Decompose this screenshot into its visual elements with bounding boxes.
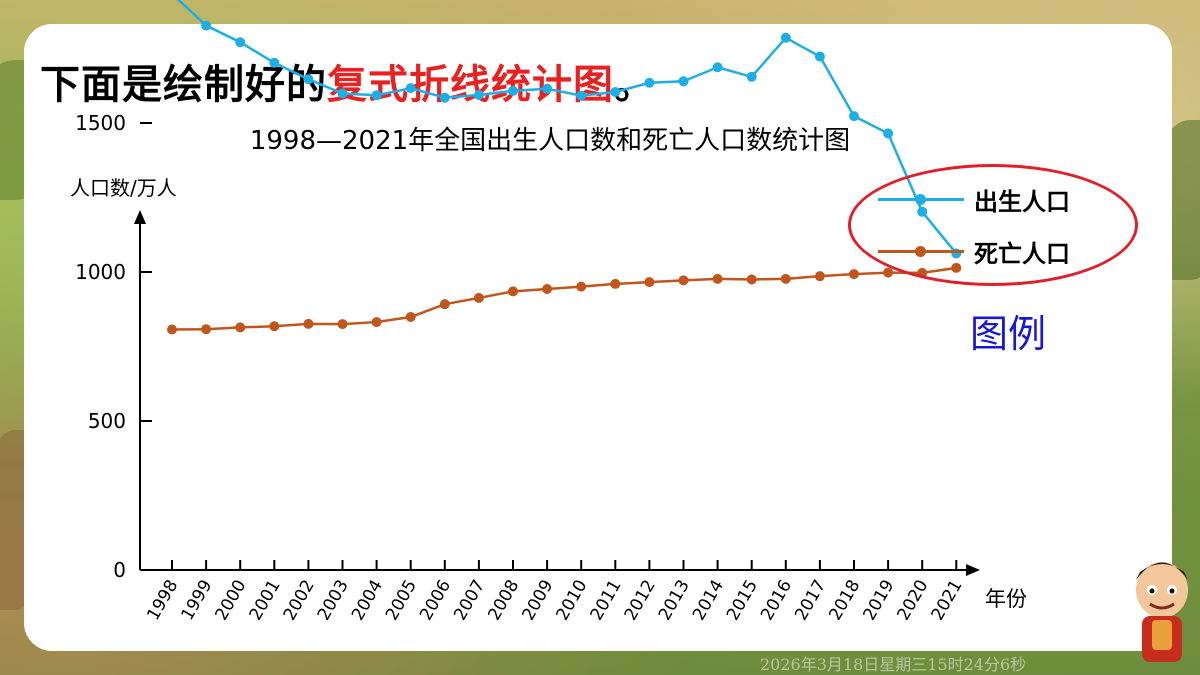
series-line-1 (171, 266, 957, 331)
data-point-0 (439, 92, 450, 103)
x-tick-label: 2013 (655, 577, 694, 624)
legend-line-birth (878, 193, 964, 205)
legend-label-birth: 出生人口 (974, 187, 1070, 216)
chart-series (167, 0, 962, 335)
chart-title: 1998—2021年全国出生人口数和死亡人口数统计图 (249, 126, 851, 156)
x-tick-label: 2018 (825, 577, 864, 624)
data-point-0 (746, 71, 757, 82)
data-point-0 (542, 83, 553, 94)
x-tick-label: 2000 (212, 577, 251, 624)
legend-highlight-circle (848, 164, 1138, 286)
data-point-1 (303, 318, 314, 329)
heading-highlight: 复式折线统计图 (327, 62, 614, 108)
data-point-1 (167, 324, 177, 335)
x-tick-label: 2012 (621, 577, 660, 624)
y-tick-label: 500 (88, 409, 126, 433)
data-point-1 (849, 269, 859, 280)
data-point-1 (644, 277, 655, 288)
data-point-1 (508, 286, 518, 297)
data-point-0 (508, 85, 518, 96)
x-tick-label: 2017 (791, 577, 830, 624)
x-tick-label: 1999 (177, 577, 216, 624)
data-point-1 (473, 292, 484, 303)
data-point-0 (610, 87, 621, 98)
y-axis-arrow-icon (134, 210, 146, 224)
x-axis-label: 年份 (985, 587, 1027, 611)
data-point-1 (712, 273, 723, 284)
data-point-0 (814, 51, 825, 62)
data-point-0 (201, 20, 212, 31)
data-point-1 (883, 267, 894, 278)
data-point-1 (201, 324, 212, 335)
x-tick-label: 2005 (382, 577, 421, 624)
mascot-character-icon (1136, 562, 1188, 662)
x-tick-label: 2016 (757, 577, 796, 624)
data-point-0 (849, 111, 859, 122)
x-tick-label: 2003 (314, 577, 353, 624)
y-tick-label: 1000 (75, 260, 126, 284)
data-point-1 (814, 271, 825, 282)
x-tick-label: 2010 (553, 577, 592, 624)
y-tick-label: 1500 (75, 111, 126, 135)
x-tick-label: 2009 (518, 577, 557, 624)
x-tick-label: 2015 (723, 577, 762, 624)
data-point-0 (269, 57, 280, 68)
y-axis-label: 人口数/万人 (70, 176, 177, 200)
x-tick-label: 2001 (246, 577, 285, 624)
data-point-0 (473, 89, 484, 100)
x-tick-label: 2014 (689, 577, 728, 624)
data-point-0 (576, 90, 587, 101)
x-tick-label: 2004 (348, 577, 387, 624)
legend-marker-death (915, 245, 926, 257)
data-point-1 (610, 278, 621, 289)
x-tick-label: 2002 (280, 577, 319, 624)
x-tick-label: 2020 (894, 577, 933, 624)
data-point-0 (337, 88, 348, 99)
data-point-1 (269, 321, 280, 332)
timestamp: 2026年3月18日星期三15时24分6秒 (760, 655, 1027, 674)
data-point-1 (371, 317, 382, 328)
x-tick-label: 2021 (928, 577, 967, 624)
data-point-0 (780, 32, 791, 43)
x-tick-label: 2006 (416, 577, 455, 624)
data-point-1 (576, 281, 587, 292)
data-point-1 (542, 283, 553, 294)
legend-caption: 图例 (970, 312, 1047, 356)
x-tick-label: 2019 (859, 577, 898, 624)
legend-label-death: 死亡人口 (974, 239, 1070, 268)
series-line-0 (176, 0, 958, 255)
data-point-0 (371, 90, 382, 101)
x-tick-label: 1998 (143, 577, 182, 624)
data-point-1 (780, 273, 791, 284)
data-point-0 (303, 74, 314, 85)
legend-line-death (878, 245, 964, 257)
data-point-0 (644, 77, 655, 88)
data-point-0 (235, 37, 246, 48)
x-tick-label: 2011 (587, 577, 626, 624)
data-point-0 (405, 83, 416, 94)
x-tick-label: 2007 (450, 577, 489, 624)
content-card (24, 24, 1172, 651)
data-point-1 (405, 311, 416, 322)
data-point-1 (235, 322, 246, 333)
legend-marker-birth (915, 193, 926, 205)
data-point-1 (678, 275, 689, 286)
data-point-1 (337, 319, 348, 330)
y-tick-label: 0 (113, 558, 126, 582)
chart-axes (134, 210, 980, 576)
data-point-1 (439, 299, 450, 310)
data-point-0 (883, 128, 894, 139)
heading-prefix: 下面是绘制好的 (40, 62, 327, 108)
x-tick-label: 2008 (484, 577, 523, 624)
y-ticks: 0500100015002000 (75, 111, 152, 582)
legend-item-death: 死亡人口 (878, 236, 1070, 268)
x-axis-arrow-icon (966, 564, 980, 576)
legend-item-birth: 出生人口 (878, 184, 1070, 216)
page-heading: 下面是绘制好的复式折线统计图。 (40, 52, 655, 110)
data-point-1 (746, 274, 757, 285)
data-point-0 (712, 62, 723, 73)
data-point-0 (678, 76, 689, 87)
